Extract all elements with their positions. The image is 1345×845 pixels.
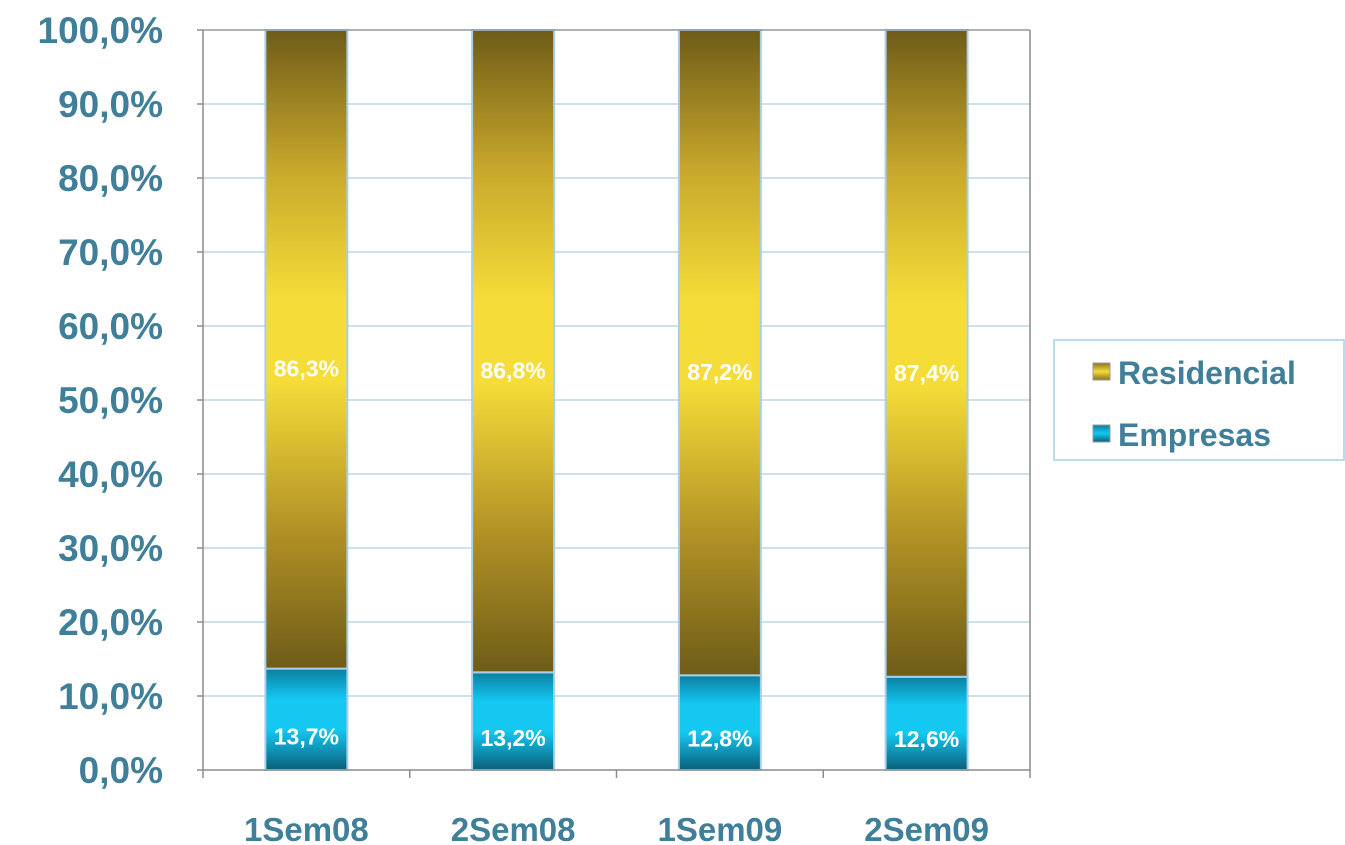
y-tick-label: 40,0% [58,454,163,495]
y-tick-label: 60,0% [58,306,163,347]
x-tick-label: 2Sem08 [451,811,576,845]
y-tick-label: 20,0% [58,602,163,643]
y-tick-label: 90,0% [58,84,163,125]
x-tick-label: 1Sem08 [244,811,369,845]
y-tick-label: 50,0% [58,380,163,421]
data-label-residencial: 86,3% [274,355,339,381]
legend-swatch-empresas [1092,424,1111,443]
bar-empresas [677,674,762,772]
y-tick-label: 30,0% [58,528,163,569]
data-label-residencial: 87,4% [894,360,959,386]
x-axis-ticks: 1Sem08 2Sem08 1Sem09 2Sem09 [244,811,989,845]
data-label-empresas: 12,8% [687,726,752,752]
y-tick-label: 10,0% [58,676,163,717]
legend-label-residencial: Residencial [1118,355,1296,391]
data-label-residencial: 87,2% [687,359,752,385]
x-tick-label: 1Sem09 [657,811,782,845]
bars: 13,7% 86,3% 13,2% 86,8% 12,8% 87,2% 12,6% 87,4% [264,29,969,772]
data-label-empresas: 12,6% [894,726,959,752]
y-tick-label: 0,0% [79,750,163,791]
y-tick-label: 70,0% [58,232,163,273]
legend: Residencial Empresas [1053,339,1345,461]
bar-residencial [471,29,556,674]
bar-empresas [471,671,556,772]
data-label-empresas: 13,7% [274,724,339,750]
bar-residencial [884,29,969,678]
bar-residencial [677,29,762,677]
data-label-residencial: 86,8% [481,357,546,383]
bar-empresas [884,675,969,772]
bar-empresas [264,667,349,771]
x-tick-label: 2Sem09 [864,811,989,845]
data-label-empresas: 13,2% [481,725,546,751]
legend-swatch-residencial [1092,362,1111,381]
legend-label-empresas: Empresas [1118,417,1271,453]
bar-residencial [264,29,349,670]
y-tick-label: 80,0% [58,158,163,199]
y-axis-ticks: 0,0% 10,0% 20,0% 30,0% 40,0% 50,0% 60,0% 70,0% 8… [38,10,164,791]
axes [197,29,1031,778]
y-tick-label: 100,0% [38,10,164,51]
